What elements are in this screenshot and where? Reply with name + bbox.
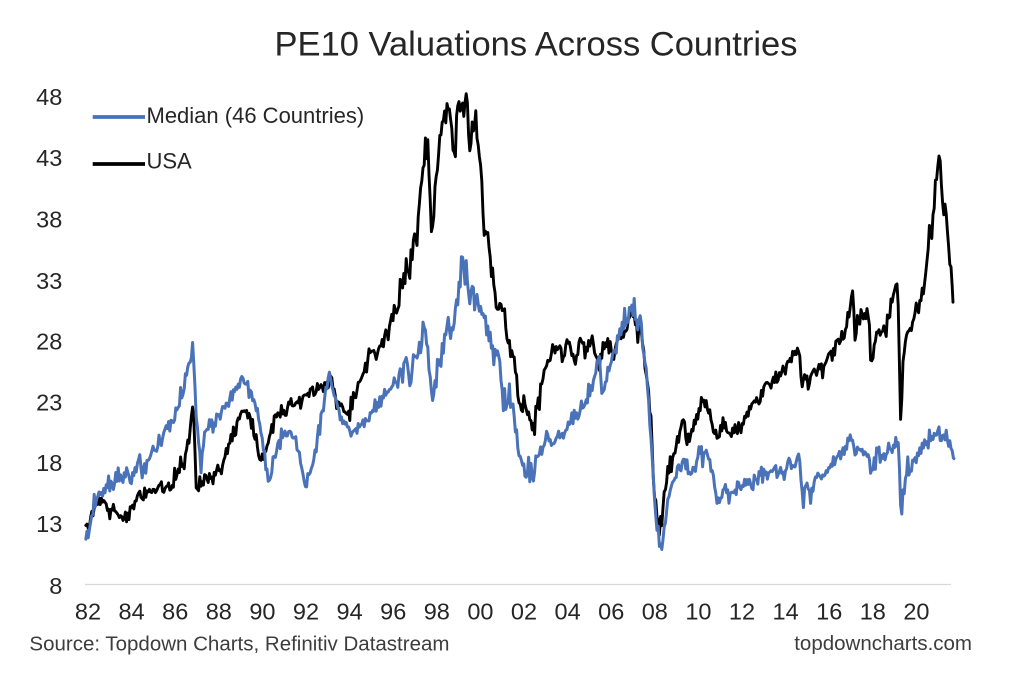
svg-text:13: 13 — [36, 511, 62, 537]
svg-text:48: 48 — [36, 84, 62, 110]
svg-text:18: 18 — [36, 450, 62, 476]
svg-text:84: 84 — [119, 599, 145, 625]
svg-text:82: 82 — [75, 599, 101, 625]
svg-text:topdowncharts.com: topdowncharts.com — [794, 632, 972, 655]
svg-text:8: 8 — [49, 573, 62, 599]
svg-text:Median (46 Countries): Median (46 Countries) — [147, 103, 365, 128]
svg-text:94: 94 — [337, 599, 363, 625]
svg-text:Source: Topdown Charts, Refini: Source: Topdown Charts, Refinitiv Datast… — [29, 633, 449, 656]
svg-text:14: 14 — [773, 599, 799, 625]
svg-text:PE10 Valuations Across Countri: PE10 Valuations Across Countries — [275, 26, 798, 64]
svg-text:12: 12 — [729, 599, 755, 625]
svg-text:04: 04 — [555, 599, 581, 625]
svg-text:33: 33 — [36, 268, 62, 294]
svg-text:20: 20 — [903, 599, 929, 625]
svg-text:38: 38 — [36, 207, 62, 233]
svg-text:10: 10 — [685, 599, 711, 625]
svg-text:98: 98 — [424, 599, 450, 625]
svg-text:88: 88 — [206, 599, 232, 625]
svg-text:02: 02 — [511, 599, 537, 625]
svg-text:86: 86 — [162, 599, 188, 625]
svg-text:00: 00 — [467, 599, 493, 625]
svg-text:96: 96 — [380, 599, 406, 625]
svg-text:43: 43 — [36, 145, 62, 171]
svg-text:08: 08 — [642, 599, 668, 625]
svg-text:16: 16 — [816, 599, 842, 625]
svg-text:92: 92 — [293, 599, 319, 625]
svg-text:USA: USA — [147, 148, 193, 173]
svg-text:18: 18 — [860, 599, 886, 625]
svg-text:23: 23 — [36, 390, 62, 416]
svg-text:90: 90 — [249, 599, 275, 625]
svg-text:06: 06 — [598, 599, 624, 625]
svg-text:28: 28 — [36, 328, 62, 354]
